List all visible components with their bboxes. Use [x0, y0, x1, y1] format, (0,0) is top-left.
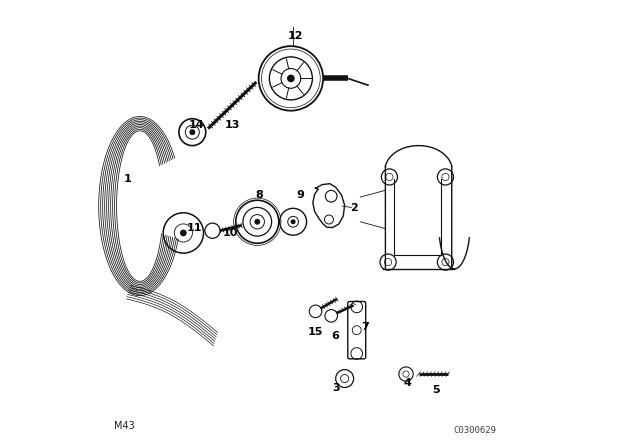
- Text: 10: 10: [223, 228, 238, 238]
- Text: 6: 6: [332, 331, 340, 341]
- Text: 9: 9: [296, 190, 304, 200]
- Circle shape: [255, 220, 260, 224]
- Circle shape: [288, 75, 294, 82]
- Text: 1: 1: [124, 174, 131, 184]
- Text: 3: 3: [332, 383, 339, 392]
- Text: 7: 7: [361, 322, 369, 332]
- Circle shape: [190, 130, 195, 134]
- Text: 13: 13: [225, 121, 241, 130]
- Circle shape: [180, 230, 186, 236]
- Text: 11: 11: [187, 224, 202, 233]
- Text: 15: 15: [308, 327, 323, 336]
- Text: 12: 12: [287, 31, 303, 41]
- Text: M43: M43: [114, 422, 134, 431]
- Text: 4: 4: [403, 378, 412, 388]
- Text: 14: 14: [189, 121, 205, 130]
- Text: 5: 5: [433, 385, 440, 395]
- Text: 2: 2: [349, 203, 358, 213]
- Text: C0300629: C0300629: [453, 426, 496, 435]
- Circle shape: [291, 220, 295, 224]
- Text: 8: 8: [255, 190, 264, 200]
